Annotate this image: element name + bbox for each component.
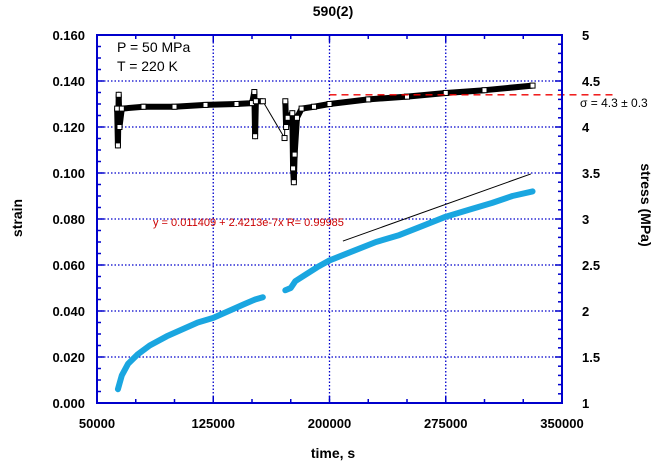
stress-point bbox=[311, 103, 317, 110]
y-tick-label: 0.100 bbox=[52, 166, 85, 181]
stress-point bbox=[252, 133, 259, 140]
stress-point bbox=[529, 82, 536, 89]
stress-point bbox=[326, 101, 333, 107]
stress-point bbox=[290, 179, 297, 186]
x-tick-label: 200000 bbox=[308, 416, 351, 431]
stress-point bbox=[481, 87, 488, 94]
series bbox=[114, 82, 617, 393]
stress-point bbox=[284, 114, 291, 121]
y2-tick-label: 1.5 bbox=[582, 350, 600, 365]
y-tick-label: 0.120 bbox=[52, 120, 85, 135]
stress-point bbox=[115, 91, 122, 98]
stress-point bbox=[289, 110, 296, 117]
stress-point bbox=[171, 103, 178, 110]
x-tick-label: 275000 bbox=[424, 416, 467, 431]
axes: 50000 125000 200000 275000 350000 0.000 0.020 0… bbox=[52, 28, 600, 431]
y2-tick-label: 2.5 bbox=[582, 258, 600, 273]
y2-axis-label: stress (MPa) bbox=[638, 163, 654, 246]
stress-point bbox=[283, 124, 290, 130]
y2-tick-label: 3.5 bbox=[582, 166, 600, 181]
y-tick-label: 0.160 bbox=[52, 28, 85, 43]
x-tick-label: 125000 bbox=[192, 416, 235, 431]
stress-point bbox=[404, 93, 410, 100]
strain-series-line bbox=[114, 294, 266, 393]
strain-series-line bbox=[282, 188, 536, 294]
y2-tick-label: 4.5 bbox=[582, 74, 600, 89]
stress-point bbox=[114, 142, 121, 149]
temperature-annotation: T = 220 K bbox=[117, 58, 179, 74]
stress-point bbox=[281, 135, 288, 142]
stress-point bbox=[140, 103, 147, 110]
stress-point bbox=[365, 96, 372, 103]
stress-point bbox=[442, 89, 449, 96]
y-tick-label: 0.080 bbox=[52, 212, 85, 227]
stress-mean-annotation: σ = 4.3 ± 0.3 bbox=[580, 96, 648, 110]
y-tick-label: 0.060 bbox=[52, 258, 85, 273]
stress-series-line bbox=[116, 85, 533, 183]
stress-point bbox=[291, 151, 298, 158]
x-axis-label: time, s bbox=[311, 445, 356, 461]
y2-tick-label: 4 bbox=[582, 120, 590, 135]
chart-title: 590(2) bbox=[313, 3, 353, 19]
y2-tick-label: 2 bbox=[582, 304, 589, 319]
pressure-annotation: P = 50 MPa bbox=[117, 39, 191, 55]
stress-point bbox=[293, 114, 300, 121]
x-tick-label: 50000 bbox=[79, 416, 115, 431]
y2-tick-label: 5 bbox=[582, 28, 589, 43]
stress-point bbox=[202, 101, 209, 108]
stress-point bbox=[252, 98, 259, 105]
stress-point bbox=[118, 105, 125, 112]
y-tick-label: 0.000 bbox=[52, 396, 85, 411]
stress-point bbox=[116, 124, 123, 130]
stress-point bbox=[298, 105, 305, 112]
stress-point bbox=[282, 98, 289, 105]
grid bbox=[97, 35, 562, 403]
y-axis-label: strain bbox=[9, 199, 25, 237]
y-tick-label: 0.040 bbox=[52, 304, 85, 319]
stress-point bbox=[259, 98, 266, 105]
stress-series-band bbox=[114, 89, 263, 149]
stress-point bbox=[233, 101, 240, 107]
stress-point bbox=[251, 89, 258, 96]
fit-line bbox=[342, 173, 532, 242]
y-tick-label: 0.140 bbox=[52, 74, 85, 89]
stress-series-band bbox=[282, 82, 533, 186]
x-tick-label: 350000 bbox=[540, 416, 583, 431]
fit-annotation: y = 0.011409 + 2.4213e-7x R= 0.99985 bbox=[153, 217, 344, 229]
stress-point bbox=[290, 165, 297, 172]
y-tick-label: 0.020 bbox=[52, 350, 85, 365]
y2-tick-label: 1 bbox=[582, 396, 589, 411]
y2-tick-label: 3 bbox=[582, 212, 589, 227]
